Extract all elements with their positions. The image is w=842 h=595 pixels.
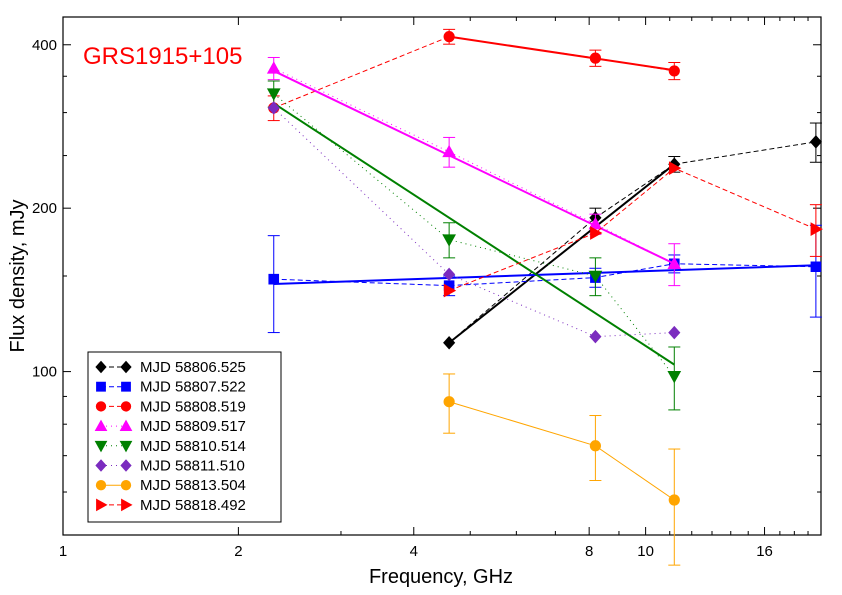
- data-point: [668, 161, 682, 176]
- data-point: [809, 135, 822, 149]
- legend-marker: [96, 381, 106, 392]
- fit-line: [273, 102, 675, 366]
- series-line: [448, 141, 816, 344]
- legend-label: MJD 58810.514: [140, 438, 246, 455]
- legend-marker: [95, 459, 107, 472]
- fit-line: [448, 35, 675, 72]
- series-8: [443, 161, 823, 298]
- series-3: [267, 28, 681, 122]
- series-1: [443, 122, 822, 350]
- x-axis-title: Frequency, GHz: [369, 566, 513, 588]
- fit-line: [273, 264, 816, 285]
- x-tick-label: 1: [59, 543, 67, 560]
- legend-marker: [121, 381, 131, 392]
- legend-label: MJD 58808.519: [140, 398, 246, 415]
- data-point: [810, 222, 823, 236]
- y-axis-title: Flux density, mJy: [7, 200, 29, 353]
- legend-marker: [120, 480, 132, 491]
- legend-marker: [95, 480, 107, 491]
- data-point: [810, 261, 822, 273]
- y-tick-label: 400: [32, 37, 57, 54]
- data-point: [267, 101, 280, 115]
- legend-label: MJD 58807.522: [140, 379, 246, 396]
- series-line: [273, 36, 675, 109]
- data-point: [667, 256, 682, 270]
- data-point: [442, 144, 456, 158]
- data-point: [443, 283, 457, 298]
- data-point: [443, 267, 456, 282]
- series-7: [443, 373, 681, 566]
- series-layer: [266, 28, 823, 566]
- x-tick-label: 10: [637, 543, 654, 560]
- series-4: [266, 56, 682, 287]
- data-point: [443, 31, 455, 43]
- data-point: [667, 371, 682, 384]
- data-point: [589, 52, 602, 64]
- data-point: [589, 440, 602, 452]
- series-line: [273, 67, 675, 265]
- fit-line: [448, 163, 675, 344]
- legend-marker: [121, 498, 133, 512]
- data-point: [668, 325, 681, 340]
- series-2: [267, 224, 822, 334]
- data-point: [590, 226, 603, 240]
- x-tick-label: 8: [585, 543, 593, 560]
- legend-label: MJD 58813.504: [140, 477, 246, 494]
- legend-marker: [120, 360, 132, 374]
- legend-label: MJD 58811.510: [140, 458, 245, 475]
- legend-box: [87, 351, 282, 523]
- series-line: [448, 167, 817, 292]
- legend-marker: [95, 360, 107, 374]
- data-point: [266, 61, 281, 74]
- data-point: [668, 494, 680, 506]
- x-tick-label: 4: [410, 543, 418, 560]
- data-point: [443, 396, 455, 408]
- data-point: [589, 329, 602, 344]
- data-point: [443, 336, 456, 350]
- legend-label: MJD 58818.492: [140, 497, 246, 514]
- y-tick-label: 100: [32, 364, 57, 381]
- legend-marker: [119, 419, 133, 431]
- series-line: [273, 107, 675, 338]
- series-5: [266, 80, 682, 411]
- x-tick-label: 2: [234, 543, 242, 560]
- data-point: [668, 65, 680, 77]
- legend-marker: [96, 498, 108, 512]
- series-6: [267, 101, 681, 344]
- legend-marker: [94, 419, 108, 431]
- chart-title: GRS1915+105: [83, 43, 242, 70]
- legend: MJD 58806.525 MJD 58807.522 MJD 58808.519 M…: [87, 351, 282, 523]
- legend-marker: [119, 440, 133, 453]
- fit-line: [273, 70, 675, 265]
- y-tick-label: 200: [32, 200, 57, 217]
- axis-ticks: 1 2 4 8 10 16 100 200 400: [32, 17, 822, 560]
- data-point: [266, 88, 281, 101]
- data-point: [588, 216, 603, 230]
- data-point: [588, 270, 603, 284]
- legend-marker: [95, 401, 107, 412]
- legend-label: MJD 58809.517: [140, 418, 246, 435]
- x-tick-label: 16: [756, 543, 773, 560]
- legend-marker: [94, 440, 108, 453]
- series-line: [448, 401, 675, 501]
- data-point: [442, 234, 456, 247]
- legend-marker: [120, 401, 132, 412]
- data-point: [268, 273, 280, 285]
- legend-label: MJD 58806.525: [140, 359, 246, 376]
- legend-marker: [120, 459, 132, 472]
